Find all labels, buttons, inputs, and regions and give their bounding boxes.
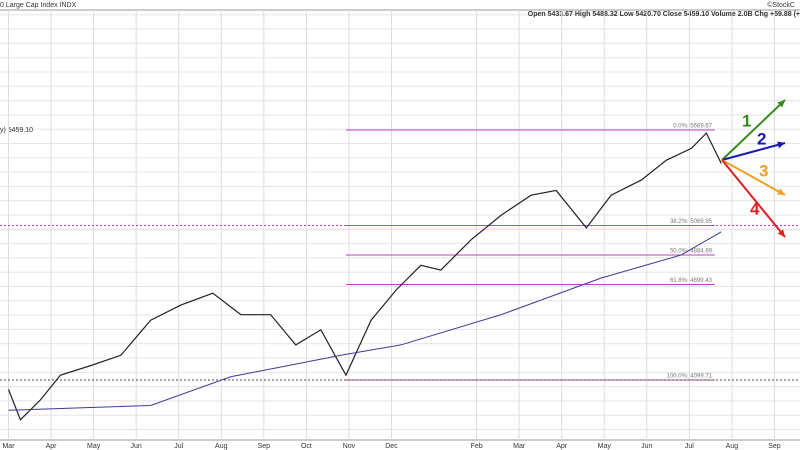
arrow-label: 1 — [742, 111, 751, 130]
source: ©StockC — [767, 1, 795, 9]
arrow-label: 3 — [759, 161, 768, 180]
scenario-arrow — [721, 142, 786, 161]
x-tick-label: Mar — [2, 443, 15, 450]
quote: Open 5433.67 High 5488.32 Low 5420.70 Cl… — [528, 11, 800, 18]
x-tick-label: Aug — [215, 443, 228, 450]
x-tick-label: Sep — [768, 443, 781, 450]
fib-label: 100.0%: 4099.71 — [667, 374, 713, 380]
arrow-head — [777, 100, 785, 108]
chart-title: 0 Large Cap Index INDX — [0, 2, 77, 9]
x-tick-label: Jul — [685, 443, 694, 450]
x-tick-label: Mar — [513, 443, 526, 450]
arrow-head — [777, 188, 785, 195]
fib-label: 61.8%: 4699.43 — [670, 278, 713, 284]
arrow-label: 4 — [750, 199, 760, 218]
fib-label: 50.0%: 4884.69 — [670, 249, 713, 255]
x-tick-label: Nov — [343, 443, 356, 450]
scenario-arrow — [721, 159, 786, 196]
arrow-label: 2 — [757, 129, 766, 148]
x-tick-label: Apr — [46, 443, 58, 450]
fib-label: 0.0%: 5669.67 — [673, 124, 712, 130]
legend-text: y) 5459.10 — [0, 127, 33, 134]
scenario-arrow — [721, 159, 786, 238]
x-tick-label: Jun — [641, 443, 652, 450]
x-tick-label: Feb — [471, 443, 483, 450]
fib-label: 38.2%: 5069.95 — [670, 219, 713, 225]
moving-average — [8, 231, 722, 411]
x-tick-label: May — [87, 443, 101, 450]
x-tick-label: Sep — [258, 443, 271, 450]
arrow-head — [777, 229, 785, 237]
x-tick-label: Jul — [174, 443, 183, 450]
x-tick-label: Aug — [726, 443, 739, 450]
arrow-head — [777, 141, 785, 149]
x-tick-label: Oct — [301, 443, 312, 450]
x-tick-label: Dec — [385, 443, 398, 450]
x-tick-label: Apr — [556, 443, 568, 450]
price-line — [7, 132, 722, 421]
scenario-arrow — [721, 99, 786, 161]
x-tick-label: May — [598, 443, 612, 450]
x-tick-label: Jun — [131, 443, 142, 450]
